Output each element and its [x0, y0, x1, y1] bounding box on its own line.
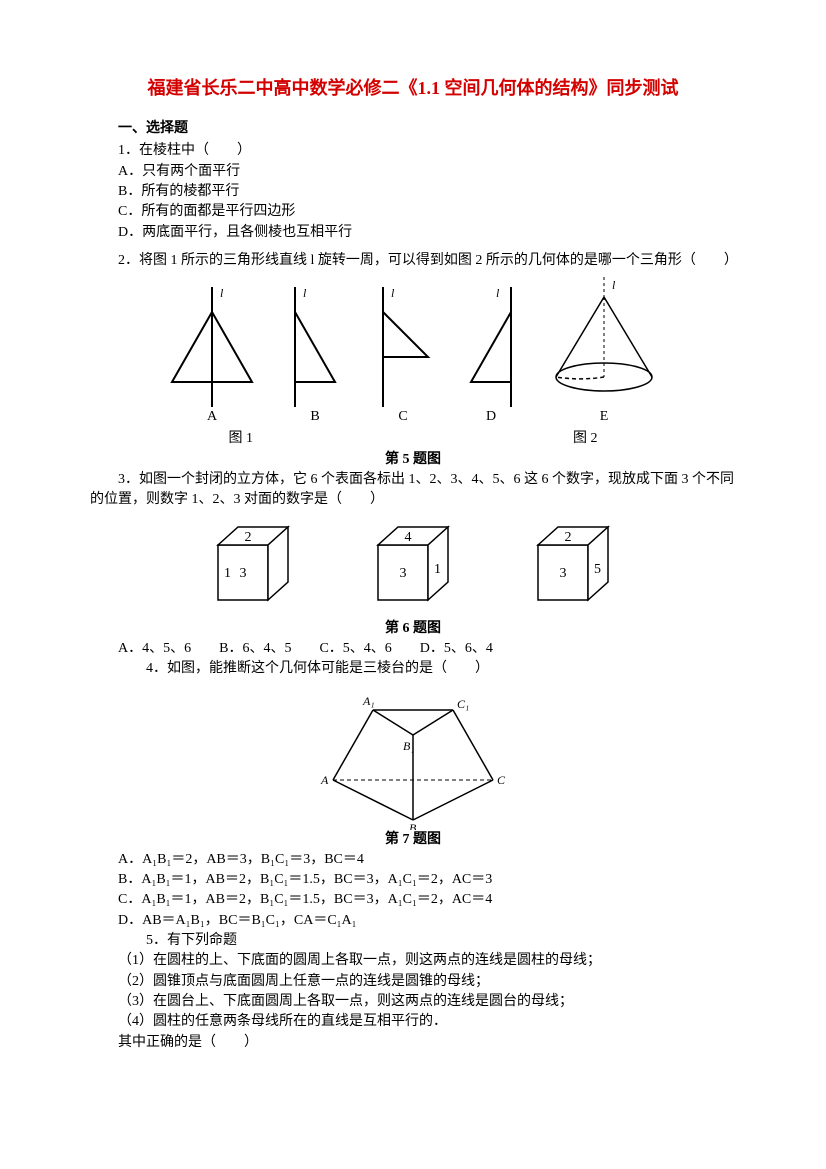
- q5-tail: 其中正确的是（ ）: [118, 1033, 736, 1053]
- question-1: 1．在棱柱中（ ） A．只有两个面平行 B．所有的棱都平行 C．所有的面都是平行…: [90, 141, 736, 242]
- svg-text:B₁: B₁: [403, 739, 415, 753]
- q3-cube-row: 2 1 3 4 3 1 2 3 5: [90, 515, 736, 615]
- triangle-a-diagram: l: [162, 287, 262, 407]
- svg-text:1: 1: [224, 566, 231, 581]
- q5-stem: 5．有下列命题: [118, 931, 736, 951]
- q4-opt-b: B．A₁B₁＝1，AB＝2，B₁C₁＝1.5，BC＝3，A₁C₁＝2，AC＝3: [118, 870, 736, 890]
- q4-opt-d: D．AB＝A₁B₁，BC＝B₁C₁，CA＝C₁A₁: [118, 911, 736, 931]
- q2-stem: 2．将图 1 所示的三角形线直线 l 旋转一周，可以得到如图 2 所示的几何体的…: [90, 251, 736, 271]
- svg-text:A₁: A₁: [362, 694, 375, 708]
- label-e: E: [600, 407, 609, 427]
- triangle-b-diagram: l: [280, 287, 350, 407]
- question-4: 4．如图，能推断这个几何体可能是三棱台的是（ ） A₁ C₁ B₁ A: [90, 659, 736, 931]
- question-2: 2．将图 1 所示的三角形线直线 l 旋转一周，可以得到如图 2 所示的几何体的…: [90, 251, 736, 470]
- svg-text:1: 1: [434, 562, 441, 577]
- svg-text:l: l: [391, 287, 395, 300]
- cone-e-diagram: l: [544, 277, 664, 407]
- q1-opt-d: D．两底面平行，且各侧棱也互相平行: [118, 223, 736, 243]
- q3-caption: 第 6 题图: [90, 619, 736, 639]
- fig2-label: 图 2: [573, 429, 598, 449]
- q3-options: A．4、5、6 B．6、4、5 C．5、4、6 D．5、6、4: [118, 639, 736, 659]
- svg-text:l: l: [496, 287, 500, 300]
- q5-p3: （3）在圆台上、下底面圆周上各取一点，则这两点的连线是圆台的母线；: [118, 992, 736, 1012]
- q5-p2: （2）圆锥顶点与底面圆周上任意一点的连线是圆锥的母线；: [118, 972, 736, 992]
- svg-text:C₁: C₁: [457, 697, 469, 711]
- svg-text:B: B: [409, 821, 417, 830]
- svg-text:3: 3: [400, 566, 407, 581]
- svg-text:C: C: [497, 773, 506, 787]
- q2-figure-row: l A l B l C: [90, 277, 736, 427]
- svg-text:l: l: [220, 287, 224, 300]
- q4-stem: 4．如图，能推断这个几何体可能是三棱台的是（ ）: [118, 659, 736, 679]
- frustum-diagram: A₁ C₁ B₁ A C B: [303, 680, 523, 830]
- q1-opt-a: A．只有两个面平行: [118, 162, 736, 182]
- label-d: D: [486, 407, 496, 427]
- q5-p1: （1）在圆柱的上、下底面的圆周上各取一点，则这两点的连线是圆柱的母线；: [118, 951, 736, 971]
- page-title: 福建省长乐二中高中数学必修二《1.1 空间几何体的结构》同步测试: [90, 75, 736, 101]
- label-a: A: [207, 407, 217, 427]
- svg-text:2: 2: [565, 530, 572, 545]
- triangle-d-diagram: l: [456, 287, 526, 407]
- svg-text:l: l: [612, 278, 616, 292]
- q1-opt-b: B．所有的棱都平行: [118, 182, 736, 202]
- fig1-label: 图 1: [229, 429, 254, 449]
- svg-text:A: A: [320, 773, 329, 787]
- section-heading: 一、选择题: [118, 119, 736, 139]
- svg-text:3: 3: [240, 566, 247, 581]
- q3-stem: 3．如图一个封闭的立方体，它 6 个表面各标出 1、2、3、4、5、6 这 6 …: [90, 470, 736, 511]
- cube-1-diagram: 2 1 3: [198, 515, 308, 615]
- triangle-c-diagram: l: [368, 287, 438, 407]
- label-b: B: [310, 407, 319, 427]
- svg-text:l: l: [303, 287, 307, 300]
- cube-3-diagram: 2 3 5: [518, 515, 628, 615]
- question-3: 3．如图一个封闭的立方体，它 6 个表面各标出 1、2、3、4、5、6 这 6 …: [90, 470, 736, 659]
- cube-2-diagram: 4 3 1: [358, 515, 468, 615]
- svg-text:2: 2: [245, 530, 252, 545]
- q4-opt-a: A．A₁B₁＝2，AB＝3，B₁C₁＝3，BC＝4: [118, 850, 736, 870]
- svg-text:3: 3: [560, 566, 567, 581]
- q2-caption: 第 5 题图: [90, 450, 736, 470]
- q4-caption: 第 7 题图: [90, 830, 736, 850]
- svg-text:4: 4: [405, 530, 412, 545]
- q5-p4: （4）圆柱的任意两条母线所在的直线是互相平行的．: [118, 1012, 736, 1032]
- q4-opt-c: C．A₁B₁＝1，AB＝2，B₁C₁＝1.5，BC＝3，A₁C₁＝2，AC＝4: [118, 890, 736, 910]
- q1-stem: 1．在棱柱中（ ）: [118, 141, 736, 161]
- question-5: 5．有下列命题 （1）在圆柱的上、下底面的圆周上各取一点，则这两点的连线是圆柱的…: [90, 931, 736, 1053]
- label-c: C: [398, 407, 407, 427]
- q1-opt-c: C．所有的面都是平行四边形: [118, 202, 736, 222]
- svg-text:5: 5: [594, 562, 601, 577]
